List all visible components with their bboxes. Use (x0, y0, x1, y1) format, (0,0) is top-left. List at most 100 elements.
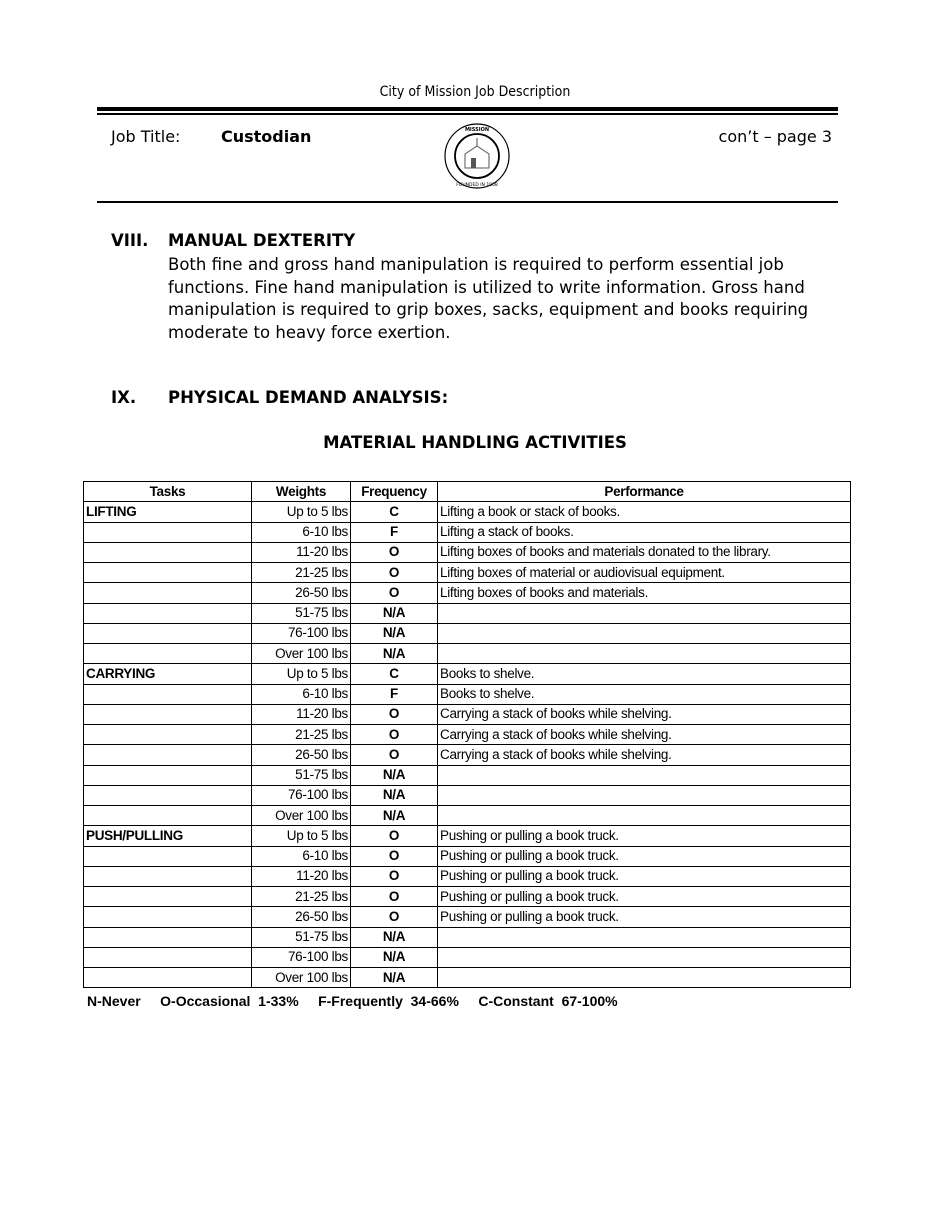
frequency-cell: N/A (350, 926, 438, 948)
task-cell (83, 926, 252, 948)
weight-cell: 51-75 lbs (251, 926, 351, 948)
table-row: PUSH/PULLING Up to 5 lbs O Pushing or pulli… (83, 825, 851, 847)
table-row: 26-50 lbs O Lifting boxes of books and mat… (83, 582, 851, 604)
task-cell (83, 946, 252, 969)
header-bottom-rule (97, 201, 838, 203)
performance-cell: Lifting boxes of material or audiovisual… (437, 561, 851, 584)
task-cell (83, 683, 252, 705)
weight-cell: Up to 5 lbs (251, 501, 351, 523)
table-row: 6-10 lbs F Lifting a stack of books. (83, 521, 851, 543)
frequency-cell: N/A (350, 946, 438, 969)
weight-cell: Up to 5 lbs (251, 825, 351, 847)
task-cell (83, 541, 252, 564)
frequency-cell: O (350, 865, 438, 888)
performance-cell: Lifting boxes of books and materials. (437, 582, 851, 604)
weight-cell: 21-25 lbs (251, 723, 351, 746)
weight-cell: Over 100 lbs (251, 804, 351, 827)
column-header: Frequency (350, 480, 438, 503)
performance-cell: Pushing or pulling a book truck. (437, 885, 851, 908)
performance-cell: Books to shelve. (437, 683, 851, 705)
frequency-cell: N/A (350, 602, 438, 624)
section-body: Both fine and gross hand manipulation is… (168, 255, 809, 342)
weight-cell: Over 100 lbs (251, 966, 351, 989)
frequency-cell: O (350, 561, 438, 584)
frequency-cell: O (350, 582, 438, 604)
weight-cell: 6-10 lbs (251, 521, 351, 543)
table-row: 26-50 lbs O Carrying a stack of books whil… (83, 744, 851, 766)
task-cell: PUSH/PULLING (83, 825, 252, 847)
task-cell (83, 784, 252, 807)
job-title: Custodian (221, 127, 312, 146)
task-cell (83, 723, 252, 746)
frequency-cell: N/A (350, 804, 438, 827)
performance-cell: Books to shelve. (437, 663, 851, 685)
table-row: 76-100 lbs N/A (83, 622, 851, 645)
performance-cell (437, 804, 851, 827)
task-cell (83, 622, 252, 645)
task-cell (83, 703, 252, 726)
frequency-cell: O (350, 703, 438, 726)
frequency-cell: O (350, 845, 438, 867)
frequency-cell: C (350, 663, 438, 685)
weight-cell: 26-50 lbs (251, 906, 351, 928)
column-header: Performance (437, 480, 851, 503)
weight-cell: Up to 5 lbs (251, 663, 351, 685)
weight-cell: 76-100 lbs (251, 784, 351, 807)
table-row: 76-100 lbs N/A (83, 946, 851, 969)
performance-cell (437, 946, 851, 969)
weight-cell: 21-25 lbs (251, 561, 351, 584)
header-rule-thick (97, 107, 838, 111)
task-cell (83, 521, 252, 543)
table-row: 51-75 lbs N/A (83, 926, 851, 948)
weight-cell: Over 100 lbs (251, 642, 351, 665)
weight-cell: 6-10 lbs (251, 683, 351, 705)
task-cell: LIFTING (83, 501, 252, 523)
performance-cell (437, 926, 851, 948)
performance-cell (437, 622, 851, 645)
task-cell (83, 642, 252, 665)
frequency-cell: O (350, 906, 438, 928)
performance-cell (437, 602, 851, 624)
performance-cell (437, 764, 851, 786)
section-number: IX. (111, 388, 137, 407)
performance-cell: Pushing or pulling a book truck. (437, 906, 851, 928)
table-row: Over 100 lbs N/A (83, 804, 851, 827)
frequency-cell: O (350, 723, 438, 746)
performance-cell: Lifting boxes of books and materials don… (437, 541, 851, 564)
table-row: CARRYING Up to 5 lbs C Books to shelve. (83, 663, 851, 685)
frequency-cell: F (350, 521, 438, 543)
table-row: 21-25 lbs O Carrying a stack of books whil… (83, 723, 851, 746)
performance-cell: Carrying a stack of books while shelving… (437, 723, 851, 746)
task-cell (83, 865, 252, 888)
performance-cell (437, 784, 851, 807)
header-rule-thin (97, 113, 838, 115)
task-cell (83, 561, 252, 584)
section-number: VIII. (111, 231, 149, 250)
weight-cell: 51-75 lbs (251, 602, 351, 624)
task-cell (83, 906, 252, 928)
section-title: PHYSICAL DEMAND ANALYSIS: (168, 388, 449, 407)
performance-cell: Lifting a stack of books. (437, 521, 851, 543)
weight-cell: 21-25 lbs (251, 885, 351, 908)
frequency-cell: O (350, 541, 438, 564)
table-row: 6-10 lbs F Books to shelve. (83, 683, 851, 705)
frequency-cell: N/A (350, 784, 438, 807)
page-indicator: con’t – page 3 (718, 127, 832, 146)
frequency-cell: O (350, 825, 438, 847)
performance-cell: Pushing or pulling a book truck. (437, 865, 851, 888)
weight-cell: 26-50 lbs (251, 582, 351, 604)
weight-cell: 26-50 lbs (251, 744, 351, 766)
task-cell (83, 602, 252, 624)
frequency-cell: N/A (350, 622, 438, 645)
weight-cell: 51-75 lbs (251, 764, 351, 786)
table-row: 11-20 lbs O Pushing or pulling a book truc… (83, 865, 851, 888)
task-cell (83, 804, 252, 827)
task-cell (83, 845, 252, 867)
weight-cell: 11-20 lbs (251, 865, 351, 888)
column-header: Tasks (83, 480, 252, 503)
task-cell (83, 764, 252, 786)
table-row: 26-50 lbs O Pushing or pulling a book truc… (83, 906, 851, 928)
table-row: 51-75 lbs N/A (83, 764, 851, 786)
job-title-label: Job Title: (111, 127, 181, 146)
